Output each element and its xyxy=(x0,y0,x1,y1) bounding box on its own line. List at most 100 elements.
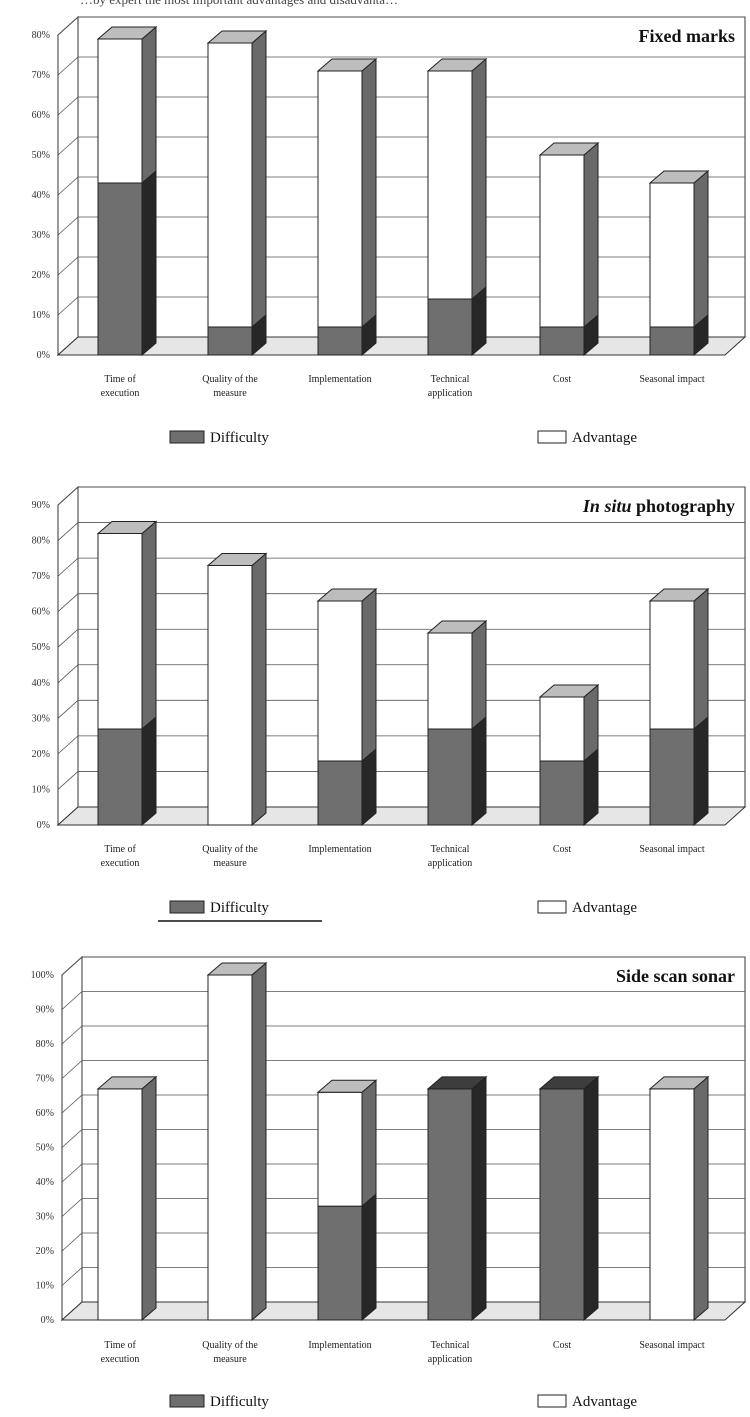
bar-top xyxy=(96,26,158,40)
bar-top xyxy=(426,58,488,72)
x-category-label: Technical application xyxy=(428,374,472,399)
x-category-label: Quality of the measure xyxy=(202,374,258,399)
legend-swatch-difficulty xyxy=(169,430,205,444)
bar-advantage-side xyxy=(583,683,599,763)
y-tick-label: 70% xyxy=(32,70,50,81)
bar-advantage xyxy=(317,1091,363,1207)
y-tick-label: 20% xyxy=(32,749,50,760)
x-category-label: Technical application xyxy=(428,844,472,869)
bar-top xyxy=(206,962,268,976)
bar-advantage-side xyxy=(361,587,377,763)
bar-difficulty xyxy=(317,760,363,826)
gridline xyxy=(61,1198,745,1217)
x-category-label: Seasonal impact xyxy=(639,844,704,855)
y-tick-label: 70% xyxy=(32,571,50,582)
gridline xyxy=(61,1129,745,1148)
bar-advantage xyxy=(207,42,253,328)
bar-advantage xyxy=(539,696,585,762)
y-tick-label: 90% xyxy=(32,500,50,511)
gridline xyxy=(57,628,745,648)
y-tick-label: 90% xyxy=(36,1005,54,1016)
y-tick-label: 10% xyxy=(32,310,50,321)
bar-difficulty xyxy=(97,182,143,356)
y-tick-label: 60% xyxy=(32,607,50,618)
gridline xyxy=(61,991,745,1010)
chart-title: In situ photography xyxy=(582,496,735,516)
bar-difficulty xyxy=(539,1088,585,1321)
bar-advantage xyxy=(207,974,253,1321)
bar-top xyxy=(206,30,268,44)
bar-difficulty xyxy=(317,326,363,356)
chart-fixed-marks: 0% 10% 20% 30% 40% 50% 60% 70% 80% Time of executi… xyxy=(32,15,747,446)
bar-advantage-side xyxy=(251,29,267,329)
x-category-label: Time of execution xyxy=(101,1340,140,1365)
plot-floor xyxy=(56,806,747,826)
bar-difficulty xyxy=(539,760,585,826)
y-tick-label: 30% xyxy=(32,230,50,241)
legend-swatch-advantage xyxy=(537,900,567,914)
x-category-label: Implementation xyxy=(308,1340,371,1351)
legend-swatch-difficulty xyxy=(169,900,205,914)
bar-difficulty-side xyxy=(471,1075,487,1322)
bar-top xyxy=(316,58,378,72)
x-category-label: Cost xyxy=(553,1340,572,1351)
bar-difficulty xyxy=(539,326,585,356)
bar-difficulty xyxy=(649,326,695,356)
legend-label-difficulty: Difficulty xyxy=(210,1394,269,1410)
x-category-label: Implementation xyxy=(308,374,371,385)
bar-advantage-side xyxy=(141,25,157,185)
gridline xyxy=(61,956,745,976)
chart-title: Side scan sonar xyxy=(616,966,735,986)
bar-difficulty-side xyxy=(141,169,157,357)
y-tick-label: 80% xyxy=(36,1039,54,1050)
gridline xyxy=(61,1267,745,1286)
y-tick-label: 40% xyxy=(36,1177,54,1188)
bar-top xyxy=(648,170,710,184)
gridline xyxy=(57,771,745,790)
bar-top xyxy=(316,588,378,602)
bar-advantage-side xyxy=(361,57,377,329)
bar-difficulty-side xyxy=(583,1075,599,1322)
bar-top xyxy=(96,520,158,534)
gridline xyxy=(61,1025,745,1045)
bar-advantage xyxy=(97,38,143,184)
plot-back-wall xyxy=(77,486,746,808)
legend-label-advantage: Advantage xyxy=(572,1394,637,1410)
bar-difficulty xyxy=(649,728,695,826)
bar-advantage xyxy=(649,600,695,730)
chart-in-situ-photography: 0% 10% 20% 30% 40% 50% 60% 70% 80% 90% Time of exec… xyxy=(32,485,747,922)
x-category-label: Quality of the measure xyxy=(202,1340,258,1365)
y-tick-label: 70% xyxy=(36,1074,54,1085)
y-tick-label: 20% xyxy=(36,1246,54,1257)
y-tick-label: 10% xyxy=(32,784,50,795)
bar-advantage-side xyxy=(693,169,709,329)
y-tick-label: 0% xyxy=(37,350,50,361)
bar-top xyxy=(206,552,268,566)
y-tick-label: 80% xyxy=(32,536,50,547)
bar-advantage-side xyxy=(141,520,157,731)
bar-top xyxy=(648,588,710,602)
gridline xyxy=(57,522,745,541)
bar-top xyxy=(426,620,488,634)
gridline xyxy=(61,1232,745,1252)
x-category-label: Seasonal impact xyxy=(639,1340,704,1351)
bar-advantage-side xyxy=(361,1079,377,1208)
y-tick-label: 50% xyxy=(32,642,50,653)
bar-advantage xyxy=(97,532,143,730)
bar-difficulty-side xyxy=(583,747,599,827)
legend-label-difficulty: Difficulty xyxy=(210,430,269,446)
legend-label-difficulty: Difficulty xyxy=(210,900,269,916)
bar-advantage xyxy=(649,182,695,328)
gridline xyxy=(57,699,745,719)
gridline xyxy=(57,593,745,612)
gridline xyxy=(57,735,745,755)
bar-difficulty-side xyxy=(361,747,377,827)
y-tick-label: 30% xyxy=(32,713,50,724)
bar-top xyxy=(538,142,600,156)
x-category-label: Time of execution xyxy=(101,844,140,869)
gridline xyxy=(57,216,745,236)
bar-advantage xyxy=(97,1088,143,1321)
x-category-label: Cost xyxy=(553,844,572,855)
gridline xyxy=(57,256,745,276)
gridline xyxy=(57,96,745,116)
